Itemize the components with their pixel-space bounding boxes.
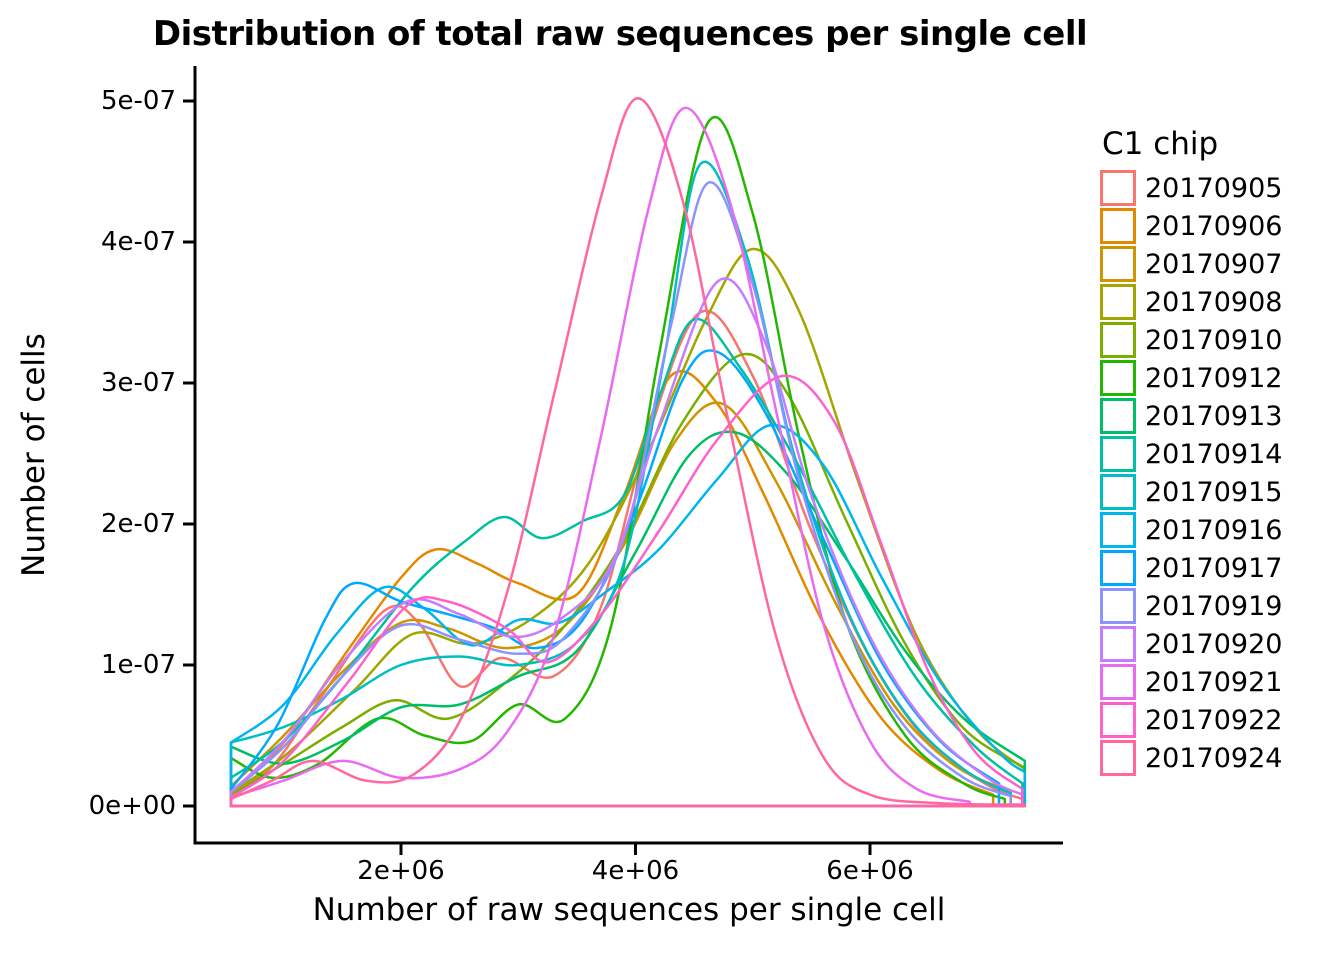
- legend-label: 20170924: [1145, 742, 1283, 774]
- legend-key-swatch: [1100, 360, 1136, 396]
- legend-label: 20170922: [1145, 704, 1283, 736]
- legend-row: 20170906: [1100, 207, 1340, 245]
- legend-items: 20170905 20170906 20170907 20170908 20170910…: [1100, 169, 1340, 777]
- legend-row: 20170907: [1100, 245, 1340, 283]
- chart-title: Distribution of total raw sequences per …: [152, 14, 1088, 54]
- legend-row: 20170912: [1100, 359, 1340, 397]
- legend-label: 20170919: [1145, 590, 1283, 622]
- legend-key-swatch: [1100, 550, 1136, 586]
- y-tick-label: 3e-07: [100, 368, 176, 398]
- density-curve-20170922: [229, 374, 1024, 808]
- legend-label: 20170914: [1145, 438, 1283, 470]
- y-tick-label: 2e-07: [100, 509, 176, 539]
- legend-key-swatch: [1100, 398, 1136, 434]
- legend-row: 20170905: [1100, 169, 1340, 207]
- legend-label: 20170920: [1145, 628, 1283, 660]
- legend-label: 20170916: [1145, 514, 1283, 546]
- legend-row: 20170916: [1100, 511, 1340, 549]
- density-curve-20170919: [229, 181, 1012, 808]
- legend-key-swatch: [1100, 436, 1136, 472]
- y-tick-label: 1e-07: [100, 650, 176, 680]
- legend-label: 20170915: [1145, 476, 1283, 508]
- legend-row: 20170924: [1100, 739, 1340, 777]
- density-curve-20170910: [229, 352, 1027, 808]
- legend-label: 20170912: [1145, 362, 1283, 394]
- density-curve-20170921: [229, 106, 971, 808]
- legend-key-swatch: [1100, 702, 1136, 738]
- legend-key-swatch: [1100, 170, 1136, 206]
- legend-key-swatch: [1100, 664, 1136, 700]
- density-curve-20170913: [229, 430, 1027, 808]
- legend-row: 20170908: [1100, 283, 1340, 321]
- density-curve-20170907: [229, 401, 1012, 808]
- axes: [183, 66, 1063, 855]
- legend-label: 20170910: [1145, 324, 1283, 356]
- legend-key-swatch: [1100, 474, 1136, 510]
- legend-key-swatch: [1100, 588, 1136, 624]
- x-axis-title: Number of raw sequences per single cell: [312, 892, 946, 928]
- legend-label: 20170905: [1145, 172, 1283, 204]
- legend-row: 20170921: [1100, 663, 1340, 701]
- legend-row: 20170920: [1100, 625, 1340, 663]
- legend-label: 20170908: [1145, 286, 1283, 318]
- legend-row: 20170919: [1100, 587, 1340, 625]
- legend-key-swatch: [1100, 740, 1136, 776]
- legend-row: 20170917: [1100, 549, 1340, 587]
- legend-label: 20170921: [1145, 666, 1283, 698]
- legend-row: 20170913: [1100, 397, 1340, 435]
- legend-row: 20170922: [1100, 701, 1340, 739]
- legend-key-swatch: [1100, 626, 1136, 662]
- legend-key-swatch: [1100, 512, 1136, 548]
- legend: C1 chip 20170905 20170906 20170907 20170908…: [1100, 126, 1340, 777]
- legend-row: 20170910: [1100, 321, 1340, 359]
- density-curves: [229, 96, 1027, 808]
- legend-key-swatch: [1100, 284, 1136, 320]
- legend-key-swatch: [1100, 208, 1136, 244]
- x-tick-label: 6e+06: [826, 856, 914, 886]
- legend-row: 20170915: [1100, 473, 1340, 511]
- x-tick-label: 2e+06: [357, 856, 445, 886]
- legend-label: 20170917: [1145, 552, 1283, 584]
- y-tick-label: 0e+00: [88, 791, 176, 821]
- legend-row: 20170914: [1100, 435, 1340, 473]
- x-tick-label: 4e+06: [591, 856, 680, 886]
- legend-key-swatch: [1100, 322, 1136, 358]
- legend-title: C1 chip: [1102, 126, 1219, 162]
- legend-label: 20170906: [1145, 210, 1283, 242]
- legend-label: 20170913: [1145, 400, 1283, 432]
- legend-key-swatch: [1100, 246, 1136, 282]
- density-curve-20170924: [229, 96, 1027, 808]
- legend-label: 20170907: [1145, 248, 1283, 280]
- density-curve-20170914: [229, 317, 1024, 808]
- y-tick-label: 4e-07: [100, 227, 176, 257]
- y-tick-label: 5e-07: [100, 86, 176, 116]
- density-curve-20170920: [229, 277, 1024, 808]
- density-curve-20170915: [229, 160, 1012, 808]
- density-curve-20170917: [229, 349, 1001, 808]
